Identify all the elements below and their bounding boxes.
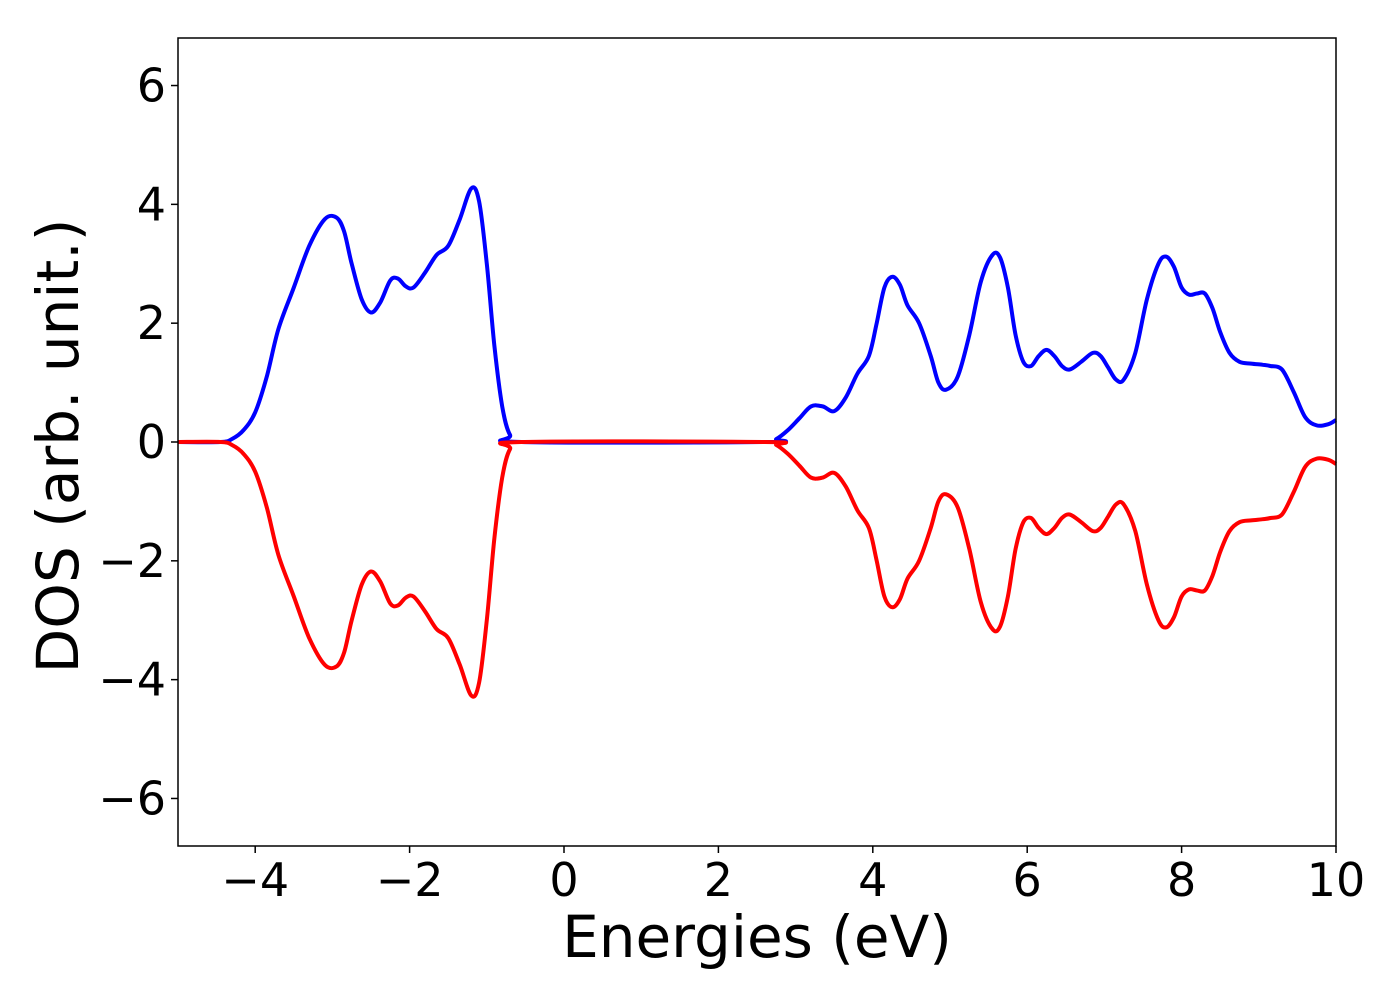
y-axis-ticks: −6 −4 −2 0 2 4 6: [98, 59, 178, 825]
y-tick-label: −4: [98, 653, 166, 707]
x-axis-label: Energies (eV): [562, 903, 952, 971]
series-line-2: [177, 439, 1338, 699]
y-tick-label: 0: [137, 415, 166, 469]
x-tick-label: 6: [1013, 853, 1042, 907]
y-tick-label: 2: [137, 296, 166, 350]
y-tick-label: 6: [137, 59, 166, 113]
x-tick-label: 4: [858, 853, 887, 907]
series-line-1: [177, 185, 1338, 445]
x-tick-label: 0: [549, 853, 578, 907]
x-tick-label: 2: [704, 853, 733, 907]
y-tick-label: −2: [98, 534, 166, 588]
x-axis-ticks: −4 −2 0 2 4 6 8 10: [221, 846, 1365, 907]
y-tick-label: −6: [98, 771, 166, 825]
x-tick-label: 8: [1167, 853, 1196, 907]
x-tick-label: −4: [221, 853, 289, 907]
x-tick-label: 10: [1307, 853, 1366, 907]
series-layer: [177, 185, 1338, 699]
y-tick-label: 4: [137, 177, 166, 231]
x-tick-label: −2: [376, 853, 444, 907]
y-axis-label: DOS (arb. unit.): [24, 219, 92, 674]
